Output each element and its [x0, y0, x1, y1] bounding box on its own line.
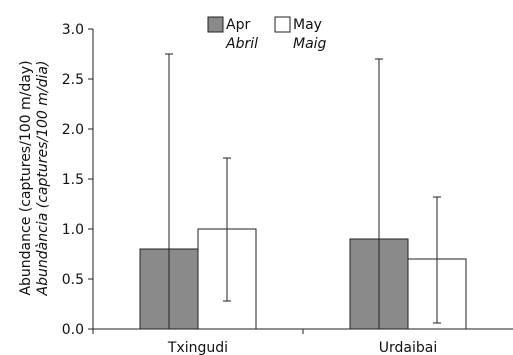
y-tick-label: 2.5: [62, 72, 84, 88]
legend-label-may: May: [293, 17, 322, 33]
y-axis-label: Abundance (captures/100 m/day) Abundànci…: [18, 60, 51, 296]
y-tick-label: 3.0: [62, 22, 84, 38]
y-tick-label: 1.5: [62, 172, 84, 188]
y-tick-label: 2.0: [62, 122, 84, 138]
y-tick-label: 1.0: [62, 222, 84, 238]
legend: Apr Abril May Maig: [207, 16, 327, 52]
x-category-label: Urdaibai: [379, 340, 437, 355]
x-category-label: Txingudi: [167, 340, 228, 355]
legend-label-may-alt: Maig: [293, 36, 327, 52]
legend-label-apr-alt: Abril: [225, 36, 258, 52]
legend-swatch-may: [274, 16, 291, 33]
legend-swatch-apr: [207, 16, 224, 33]
y-tick-label: 0.0: [62, 322, 84, 338]
y-tick-label: 0.5: [62, 272, 84, 288]
legend-label-apr: Apr: [226, 17, 250, 33]
y-axis-title-alt: Abundància (captures/100 m/dia): [35, 61, 51, 297]
y-axis: 0.0 0.5 1.0 1.5 2.0 2.5 3.0: [62, 22, 94, 338]
x-axis: Txingudi Urdaibai: [92, 328, 513, 355]
y-axis-title: Abundance (captures/100 m/day): [18, 60, 34, 295]
